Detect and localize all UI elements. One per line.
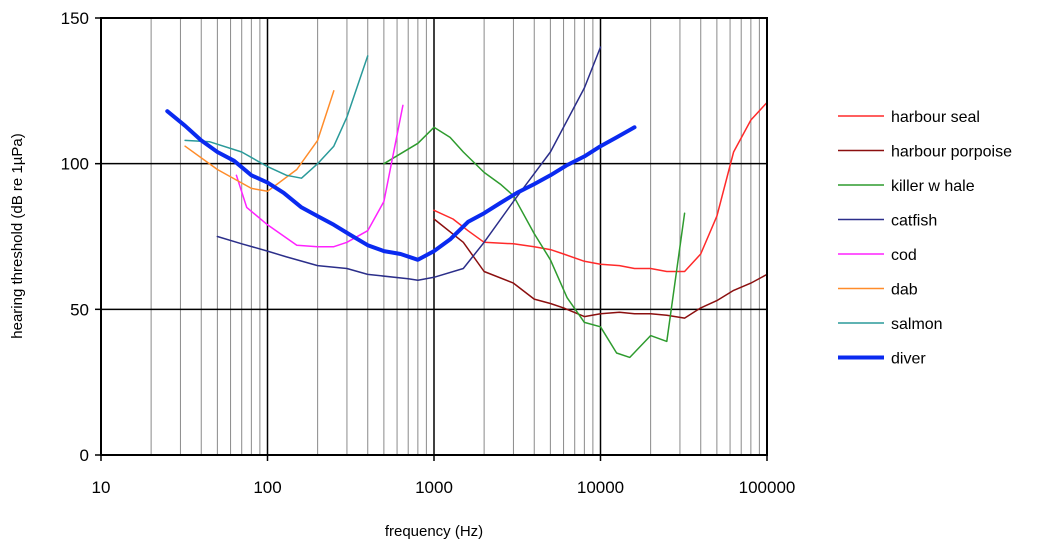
y-tick-label: 100 — [61, 155, 89, 174]
legend-label-harbour-porpoise: harbour porpoise — [891, 144, 1012, 161]
legend-label-killer-w-hale: killer w hale — [891, 178, 975, 195]
legend-label-harbour-seal: harbour seal — [891, 109, 980, 126]
series-line-diver — [165, 109, 637, 262]
y-axis-label: hearing threshold (dB re 1µPa) — [9, 133, 26, 338]
x-tick-labels: 10 100 1000 10000 100000 — [92, 455, 796, 497]
series-line-cod — [235, 104, 404, 248]
x-axis-label: frequency (Hz) — [385, 523, 483, 540]
series-line-catfish — [216, 46, 602, 281]
legend: harbour seal harbour porpoise killer w hal… — [838, 109, 1012, 368]
series-line-dab — [184, 90, 335, 193]
x-tick-label: 1000 — [415, 478, 453, 497]
legend-label-salmon: salmon — [891, 316, 943, 333]
series-line-harbour-seal — [433, 101, 768, 273]
legend-label-cod: cod — [891, 247, 917, 264]
series-line-killer-w-hale — [383, 126, 686, 359]
series-line-salmon — [184, 55, 369, 179]
y-tick-label: 50 — [70, 300, 89, 319]
series-line-harbour-porpoise — [433, 218, 768, 319]
x-tick-label: 10 — [92, 478, 111, 497]
series-lines — [165, 46, 768, 359]
y-tick-label: 0 — [80, 446, 89, 465]
x-tick-label: 100000 — [739, 478, 796, 497]
y-tick-labels: 0 50 100 150 — [61, 9, 101, 465]
legend-label-diver: diver — [891, 351, 926, 368]
grid — [101, 18, 767, 455]
legend-label-catfish: catfish — [891, 213, 937, 230]
x-tick-label: 10000 — [577, 478, 624, 497]
legend-label-dab: dab — [891, 282, 918, 299]
y-tick-label: 150 — [61, 9, 89, 28]
x-tick-label: 100 — [253, 478, 281, 497]
